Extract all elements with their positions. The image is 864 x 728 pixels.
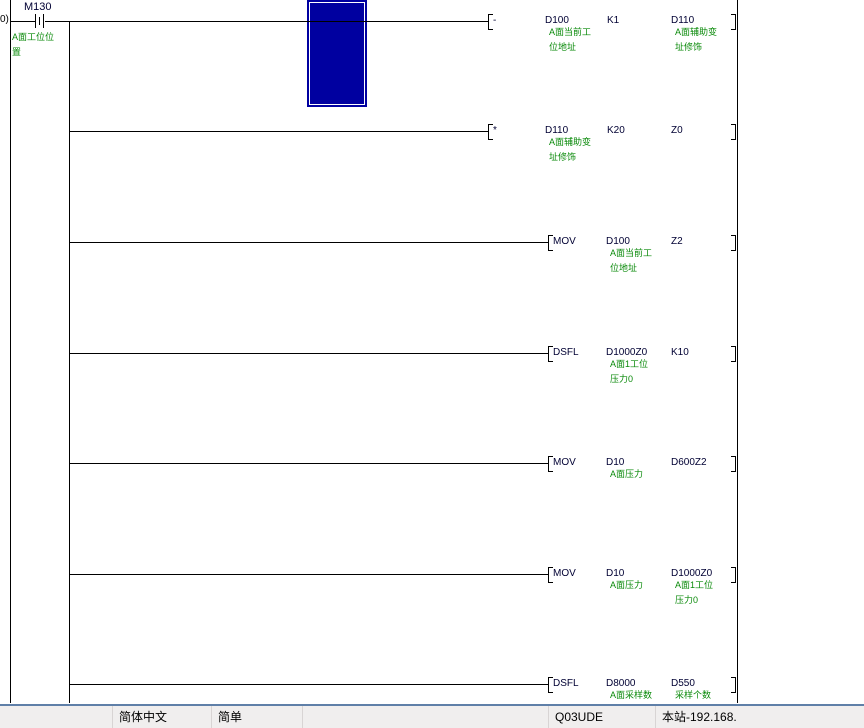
instruction-mnemonic: MOV — [553, 568, 576, 579]
operand-device: D100 — [606, 236, 630, 247]
ladder-canvas[interactable]: 0) M130 A面工位位 置 - D100 A面当前工 位地址 K1 D110 A面辅助变… — [0, 0, 738, 703]
left-power-rail — [10, 0, 11, 703]
branch-vertical-line — [69, 21, 70, 703]
instruction-mnemonic: - — [493, 15, 497, 26]
operand-device: D10 — [606, 457, 625, 468]
contact-m130[interactable] — [35, 14, 45, 28]
instruction-bracket-left — [548, 456, 553, 472]
operand-device: D100 — [545, 15, 569, 26]
status-mode: 简单 — [211, 706, 302, 728]
operand-comment: A面1工位 — [675, 580, 714, 590]
rung-wire — [69, 353, 548, 354]
instruction-bracket-left — [548, 567, 553, 583]
rung-wire — [69, 684, 548, 685]
status-bar: 简体中文 简单 Q03UDE 本站-192.168. — [0, 704, 864, 728]
operand-device: D1000Z0 — [671, 568, 713, 579]
contact-comment: A面工位位 — [12, 32, 55, 42]
instruction-bracket-left — [488, 14, 493, 30]
operand-comment: 址修饰 — [675, 42, 703, 52]
rung-wire — [69, 131, 488, 132]
instruction-bracket-left — [548, 346, 553, 362]
operand-comment: A面辅助变 — [675, 27, 718, 37]
operand-comment: A面压力 — [610, 469, 644, 479]
operand-comment: A面辅助变 — [549, 137, 592, 147]
operand-comment: A面1工位 — [610, 359, 649, 369]
rung-wire — [69, 574, 548, 575]
instruction-bracket-right — [731, 235, 736, 251]
contact-comment: 置 — [12, 47, 22, 57]
operand-comment: 压力0 — [675, 595, 699, 605]
step-number: 0) — [0, 14, 9, 25]
status-language: 简体中文 — [112, 706, 211, 728]
instruction-bracket-right — [731, 567, 736, 583]
operand-device: D600Z2 — [671, 457, 707, 468]
status-empty — [302, 706, 549, 728]
operand-device: D110 — [545, 125, 569, 136]
right-power-rail — [737, 0, 738, 703]
instruction-bracket-right — [731, 456, 736, 472]
operand-comment: 址修饰 — [549, 152, 577, 162]
wire — [10, 21, 35, 22]
operand-device: D110 — [671, 15, 695, 26]
instruction-mnemonic: DSFL — [553, 347, 579, 358]
instruction-bracket-left — [548, 235, 553, 251]
status-connection: 本站-192.168. — [655, 706, 864, 728]
rung-wire — [69, 242, 548, 243]
operand-device: D8000 — [606, 678, 636, 689]
operand-comment: 采样个数 — [675, 690, 712, 700]
rung-wire — [69, 463, 548, 464]
rung-wire — [69, 21, 488, 22]
instruction-bracket-right — [731, 346, 736, 362]
status-cpu: Q03UDE — [548, 706, 655, 728]
operand-device: K10 — [671, 347, 689, 358]
instruction-mnemonic: DSFL — [553, 678, 579, 689]
instruction-bracket-right — [731, 677, 736, 693]
operand-device: D550 — [671, 678, 695, 689]
operand-device: D1000Z0 — [606, 347, 648, 358]
operand-device: K20 — [607, 125, 625, 136]
contact-device: M130 — [24, 1, 52, 13]
instruction-bracket-right — [731, 124, 736, 140]
operand-comment: A面采样数 — [610, 690, 653, 700]
operand-device: K1 — [607, 15, 620, 26]
instruction-mnemonic: MOV — [553, 236, 576, 247]
instruction-mnemonic: MOV — [553, 457, 576, 468]
operand-device: D10 — [606, 568, 625, 579]
instruction-bracket-right — [731, 14, 736, 30]
operand-comment: 位地址 — [549, 42, 577, 52]
operand-comment: 压力0 — [610, 374, 634, 384]
instruction-bracket-left — [548, 677, 553, 693]
operand-device: Z2 — [671, 236, 683, 247]
operand-comment: A面当前工 — [610, 248, 653, 258]
instruction-bracket-left — [488, 124, 493, 140]
instruction-mnemonic: * — [493, 125, 497, 136]
operand-comment: A面当前工 — [549, 27, 592, 37]
ladder-cursor[interactable] — [307, 0, 367, 107]
wire — [45, 21, 69, 22]
operand-comment: A面压力 — [610, 580, 644, 590]
operand-device: Z0 — [671, 125, 683, 136]
operand-comment: 位地址 — [610, 263, 638, 273]
